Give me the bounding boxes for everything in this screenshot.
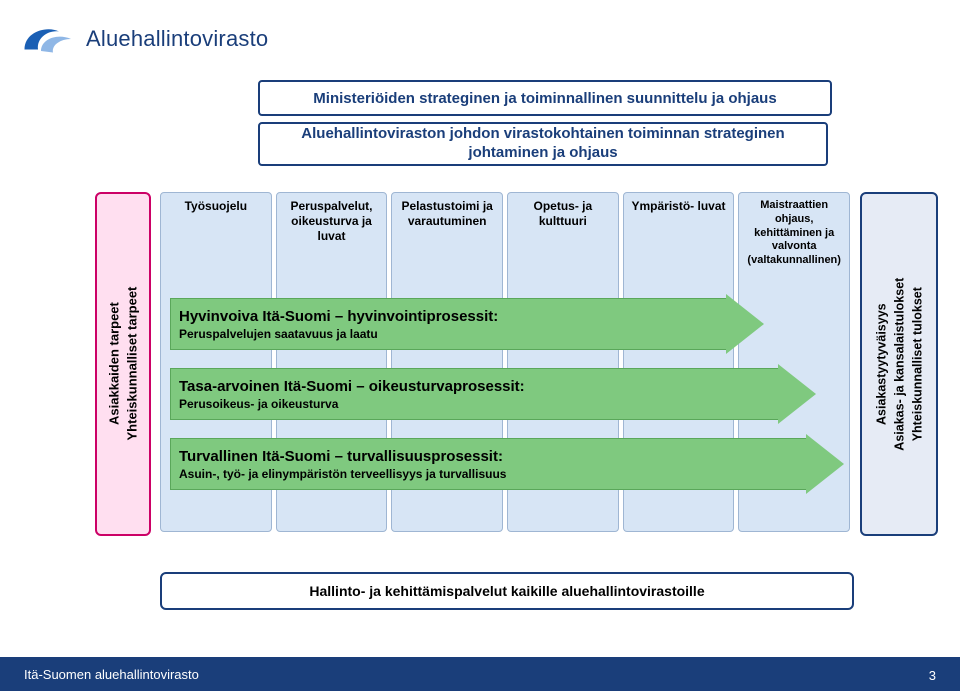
right-line3: Yhteiskunnalliset tulokset [910,287,924,441]
subtitle-text: Aluehallintoviraston johdon virastokohta… [270,125,816,163]
logo-swirl-icon [20,18,80,60]
logo-text: Aluehallintovirasto [86,26,268,52]
title-box: Ministeriöiden strateginen ja toiminnall… [258,80,832,116]
col-1-label: Työsuojelu [161,199,271,214]
col-4-label: Opetus- ja kulttuuri [508,199,618,229]
col-5-label: Ympäristö- luvat [624,199,734,214]
bottom-services-bar: Hallinto- ja kehittämispalvelut kaikille… [160,572,854,610]
process-2-arrow-icon [778,364,816,424]
process-3-sub: Asuin-, työ- ja elinympäristön terveelli… [179,467,806,481]
bottom-services-text: Hallinto- ja kehittämispalvelut kaikille… [309,583,704,599]
subtitle-box: Aluehallintoviraston johdon virastokohta… [258,122,828,166]
col-3-label: Pelastustoimi ja varautuminen [392,199,502,229]
page-number: 3 [929,668,936,683]
left-line2: Yhteiskunnalliset tarpeet [124,287,139,441]
right-outputs-bar: Asiakastyytyväisyys Asiakas- ja kansalai… [860,192,938,536]
col-2-label: Peruspalvelut, oikeusturva ja luvat [277,199,387,244]
left-line1: Asiakkaiden tarpeet [106,303,121,426]
right-line2: Asiakas- ja kansalaistulokset [892,277,906,450]
col-6-label: Maistraattien ohjaus, kehittäminen ja va… [739,199,849,268]
logo: Aluehallintovirasto [20,18,268,60]
process-2-title: Tasa-arvoinen Itä-Suomi – oikeusturvapro… [179,378,778,395]
process-3-title: Turvallinen Itä-Suomi – turvallisuuspros… [179,448,806,465]
footer-org: Itä-Suomen aluehallintovirasto [24,667,199,682]
title-text: Ministeriöiden strateginen ja toiminnall… [313,90,776,107]
process-2-sub: Perusoikeus- ja oikeusturva [179,397,778,411]
process-1-arrow-icon [726,294,764,354]
right-line1: Asiakastyytyväisyys [874,303,888,425]
process-1-sub: Peruspalvelujen saatavuus ja laatu [179,327,726,341]
process-3-arrow-icon [806,434,844,494]
slide-footer: Itä-Suomen aluehallintovirasto 3 [0,657,960,691]
process-1-title: Hyvinvoiva Itä-Suomi – hyvinvointiproses… [179,308,726,325]
left-inputs-bar: Asiakkaiden tarpeet Yhteiskunnalliset ta… [95,192,151,536]
